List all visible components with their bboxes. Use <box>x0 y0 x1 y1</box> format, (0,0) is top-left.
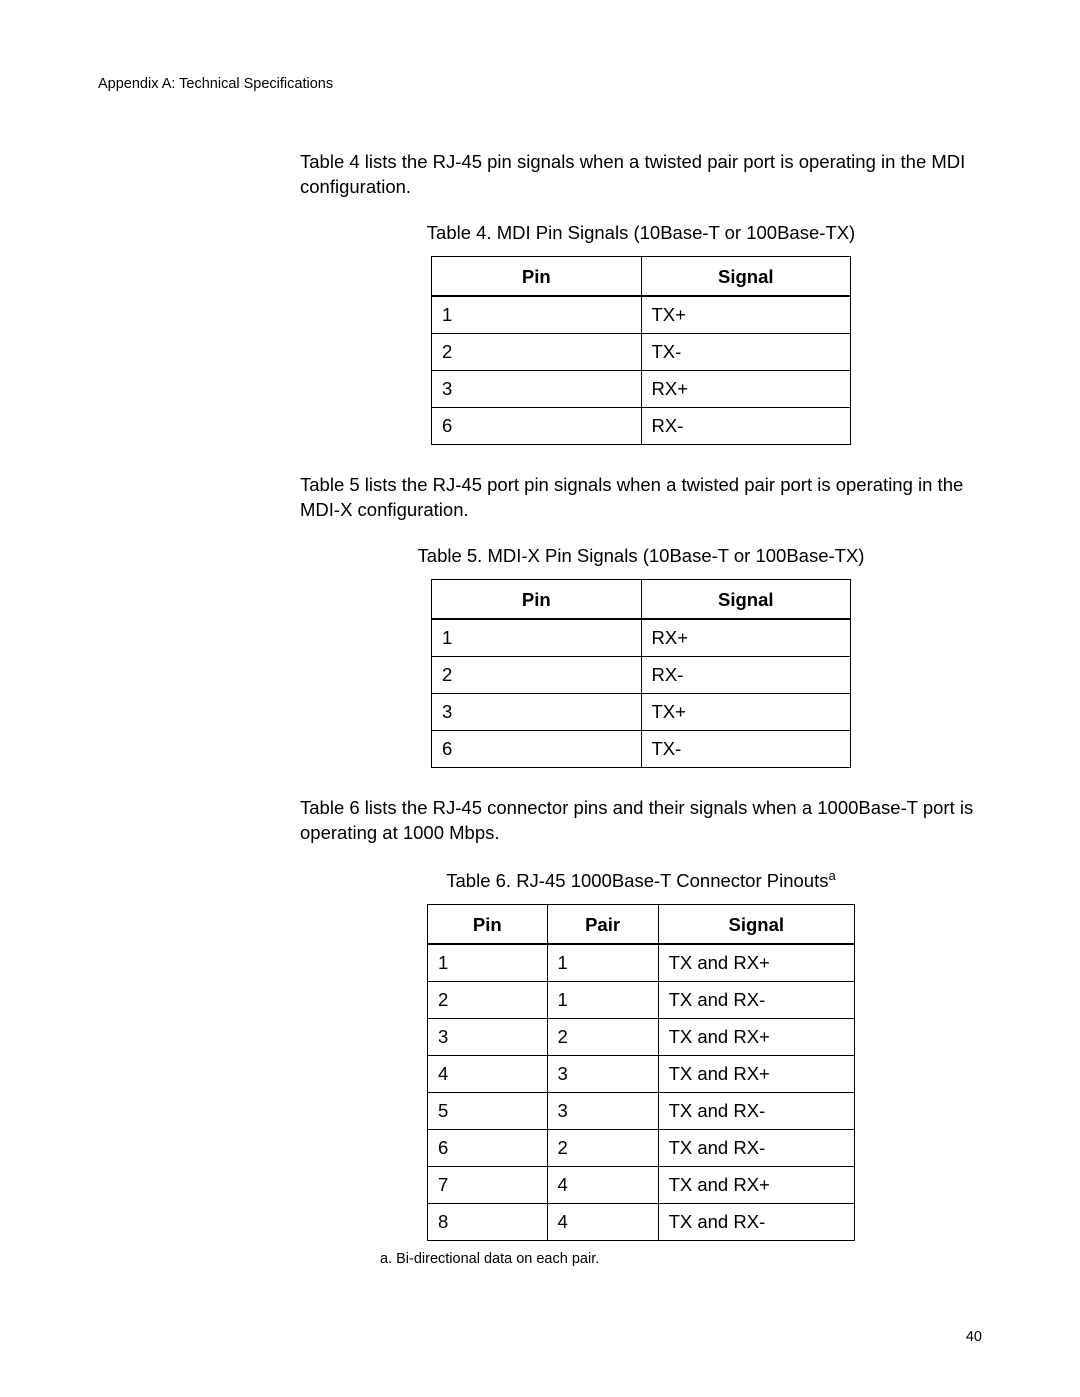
table6-header-pin: Pin <box>428 904 548 943</box>
table4-header-signal: Signal <box>641 256 851 295</box>
table5-caption: Table 5. MDI-X Pin Signals (10Base-T or … <box>300 545 982 567</box>
cell: 5 <box>428 1092 548 1129</box>
cell: TX and RX+ <box>658 1166 854 1203</box>
paragraph-table4: Table 4 lists the RJ-45 pin signals when… <box>300 150 982 200</box>
cell: 6 <box>432 407 642 444</box>
cell: 2 <box>547 1018 658 1055</box>
table6: Pin Pair Signal 1 1 TX and RX+ 2 1 TX an… <box>427 904 855 1241</box>
cell: 3 <box>547 1055 658 1092</box>
table-row: 4 3 TX and RX+ <box>428 1055 855 1092</box>
cell: RX- <box>641 656 851 693</box>
cell: RX+ <box>641 619 851 656</box>
table-row: 3 RX+ <box>432 370 851 407</box>
table-row: 2 1 TX and RX- <box>428 981 855 1018</box>
paragraph-table5: Table 5 lists the RJ-45 port pin signals… <box>300 473 982 523</box>
cell: 1 <box>547 944 658 981</box>
cell: TX and RX+ <box>658 944 854 981</box>
table6-caption-sup: a <box>828 868 835 883</box>
table6-caption-text: Table 6. RJ-45 1000Base-T Connector Pino… <box>446 870 828 891</box>
cell: TX+ <box>641 296 851 333</box>
paragraph-table6: Table 6 lists the RJ-45 connector pins a… <box>300 796 982 846</box>
table5-header-pin: Pin <box>432 579 642 618</box>
cell: 1 <box>432 619 642 656</box>
cell: 1 <box>428 944 548 981</box>
page-number: 40 <box>966 1329 982 1345</box>
table6-footnote: a. Bi-directional data on each pair. <box>380 1251 982 1267</box>
cell: TX+ <box>641 693 851 730</box>
cell: 7 <box>428 1166 548 1203</box>
cell: 3 <box>547 1092 658 1129</box>
cell: 3 <box>428 1018 548 1055</box>
table5: Pin Signal 1 RX+ 2 RX- 3 TX+ 6 <box>431 579 851 768</box>
cell: TX and RX- <box>658 1203 854 1240</box>
table5-header-signal: Signal <box>641 579 851 618</box>
cell: TX- <box>641 333 851 370</box>
cell: 1 <box>547 981 658 1018</box>
cell: 4 <box>428 1055 548 1092</box>
cell: TX and RX+ <box>658 1018 854 1055</box>
cell: 3 <box>432 693 642 730</box>
table-row: 6 2 TX and RX- <box>428 1129 855 1166</box>
table4: Pin Signal 1 TX+ 2 TX- 3 RX+ 6 <box>431 256 851 445</box>
table-row: 3 TX+ <box>432 693 851 730</box>
table6-caption: Table 6. RJ-45 1000Base-T Connector Pino… <box>300 868 982 892</box>
table-row: 7 4 TX and RX+ <box>428 1166 855 1203</box>
table-row: 8 4 TX and RX- <box>428 1203 855 1240</box>
cell: TX and RX+ <box>658 1055 854 1092</box>
cell: 6 <box>428 1129 548 1166</box>
table-row: 1 RX+ <box>432 619 851 656</box>
table-row: 2 RX- <box>432 656 851 693</box>
cell: 4 <box>547 1203 658 1240</box>
cell: 1 <box>432 296 642 333</box>
table6-header-pair: Pair <box>547 904 658 943</box>
table-row: 1 TX+ <box>432 296 851 333</box>
cell: 2 <box>547 1129 658 1166</box>
cell: TX and RX- <box>658 1092 854 1129</box>
cell: TX- <box>641 730 851 767</box>
table-row: 6 RX- <box>432 407 851 444</box>
cell: 4 <box>547 1166 658 1203</box>
cell: 3 <box>432 370 642 407</box>
cell: RX- <box>641 407 851 444</box>
table-row: 5 3 TX and RX- <box>428 1092 855 1129</box>
cell: 6 <box>432 730 642 767</box>
table-row: 6 TX- <box>432 730 851 767</box>
table6-header-signal: Signal <box>658 904 854 943</box>
cell: 2 <box>428 981 548 1018</box>
table4-header-pin: Pin <box>432 256 642 295</box>
cell: 2 <box>432 333 642 370</box>
cell: TX and RX- <box>658 981 854 1018</box>
cell: TX and RX- <box>658 1129 854 1166</box>
table-row: 2 TX- <box>432 333 851 370</box>
cell: 2 <box>432 656 642 693</box>
cell: RX+ <box>641 370 851 407</box>
appendix-header: Appendix A: Technical Specifications <box>98 76 982 92</box>
cell: 8 <box>428 1203 548 1240</box>
table-row: 3 2 TX and RX+ <box>428 1018 855 1055</box>
table-row: 1 1 TX and RX+ <box>428 944 855 981</box>
table4-caption: Table 4. MDI Pin Signals (10Base-T or 10… <box>300 222 982 244</box>
